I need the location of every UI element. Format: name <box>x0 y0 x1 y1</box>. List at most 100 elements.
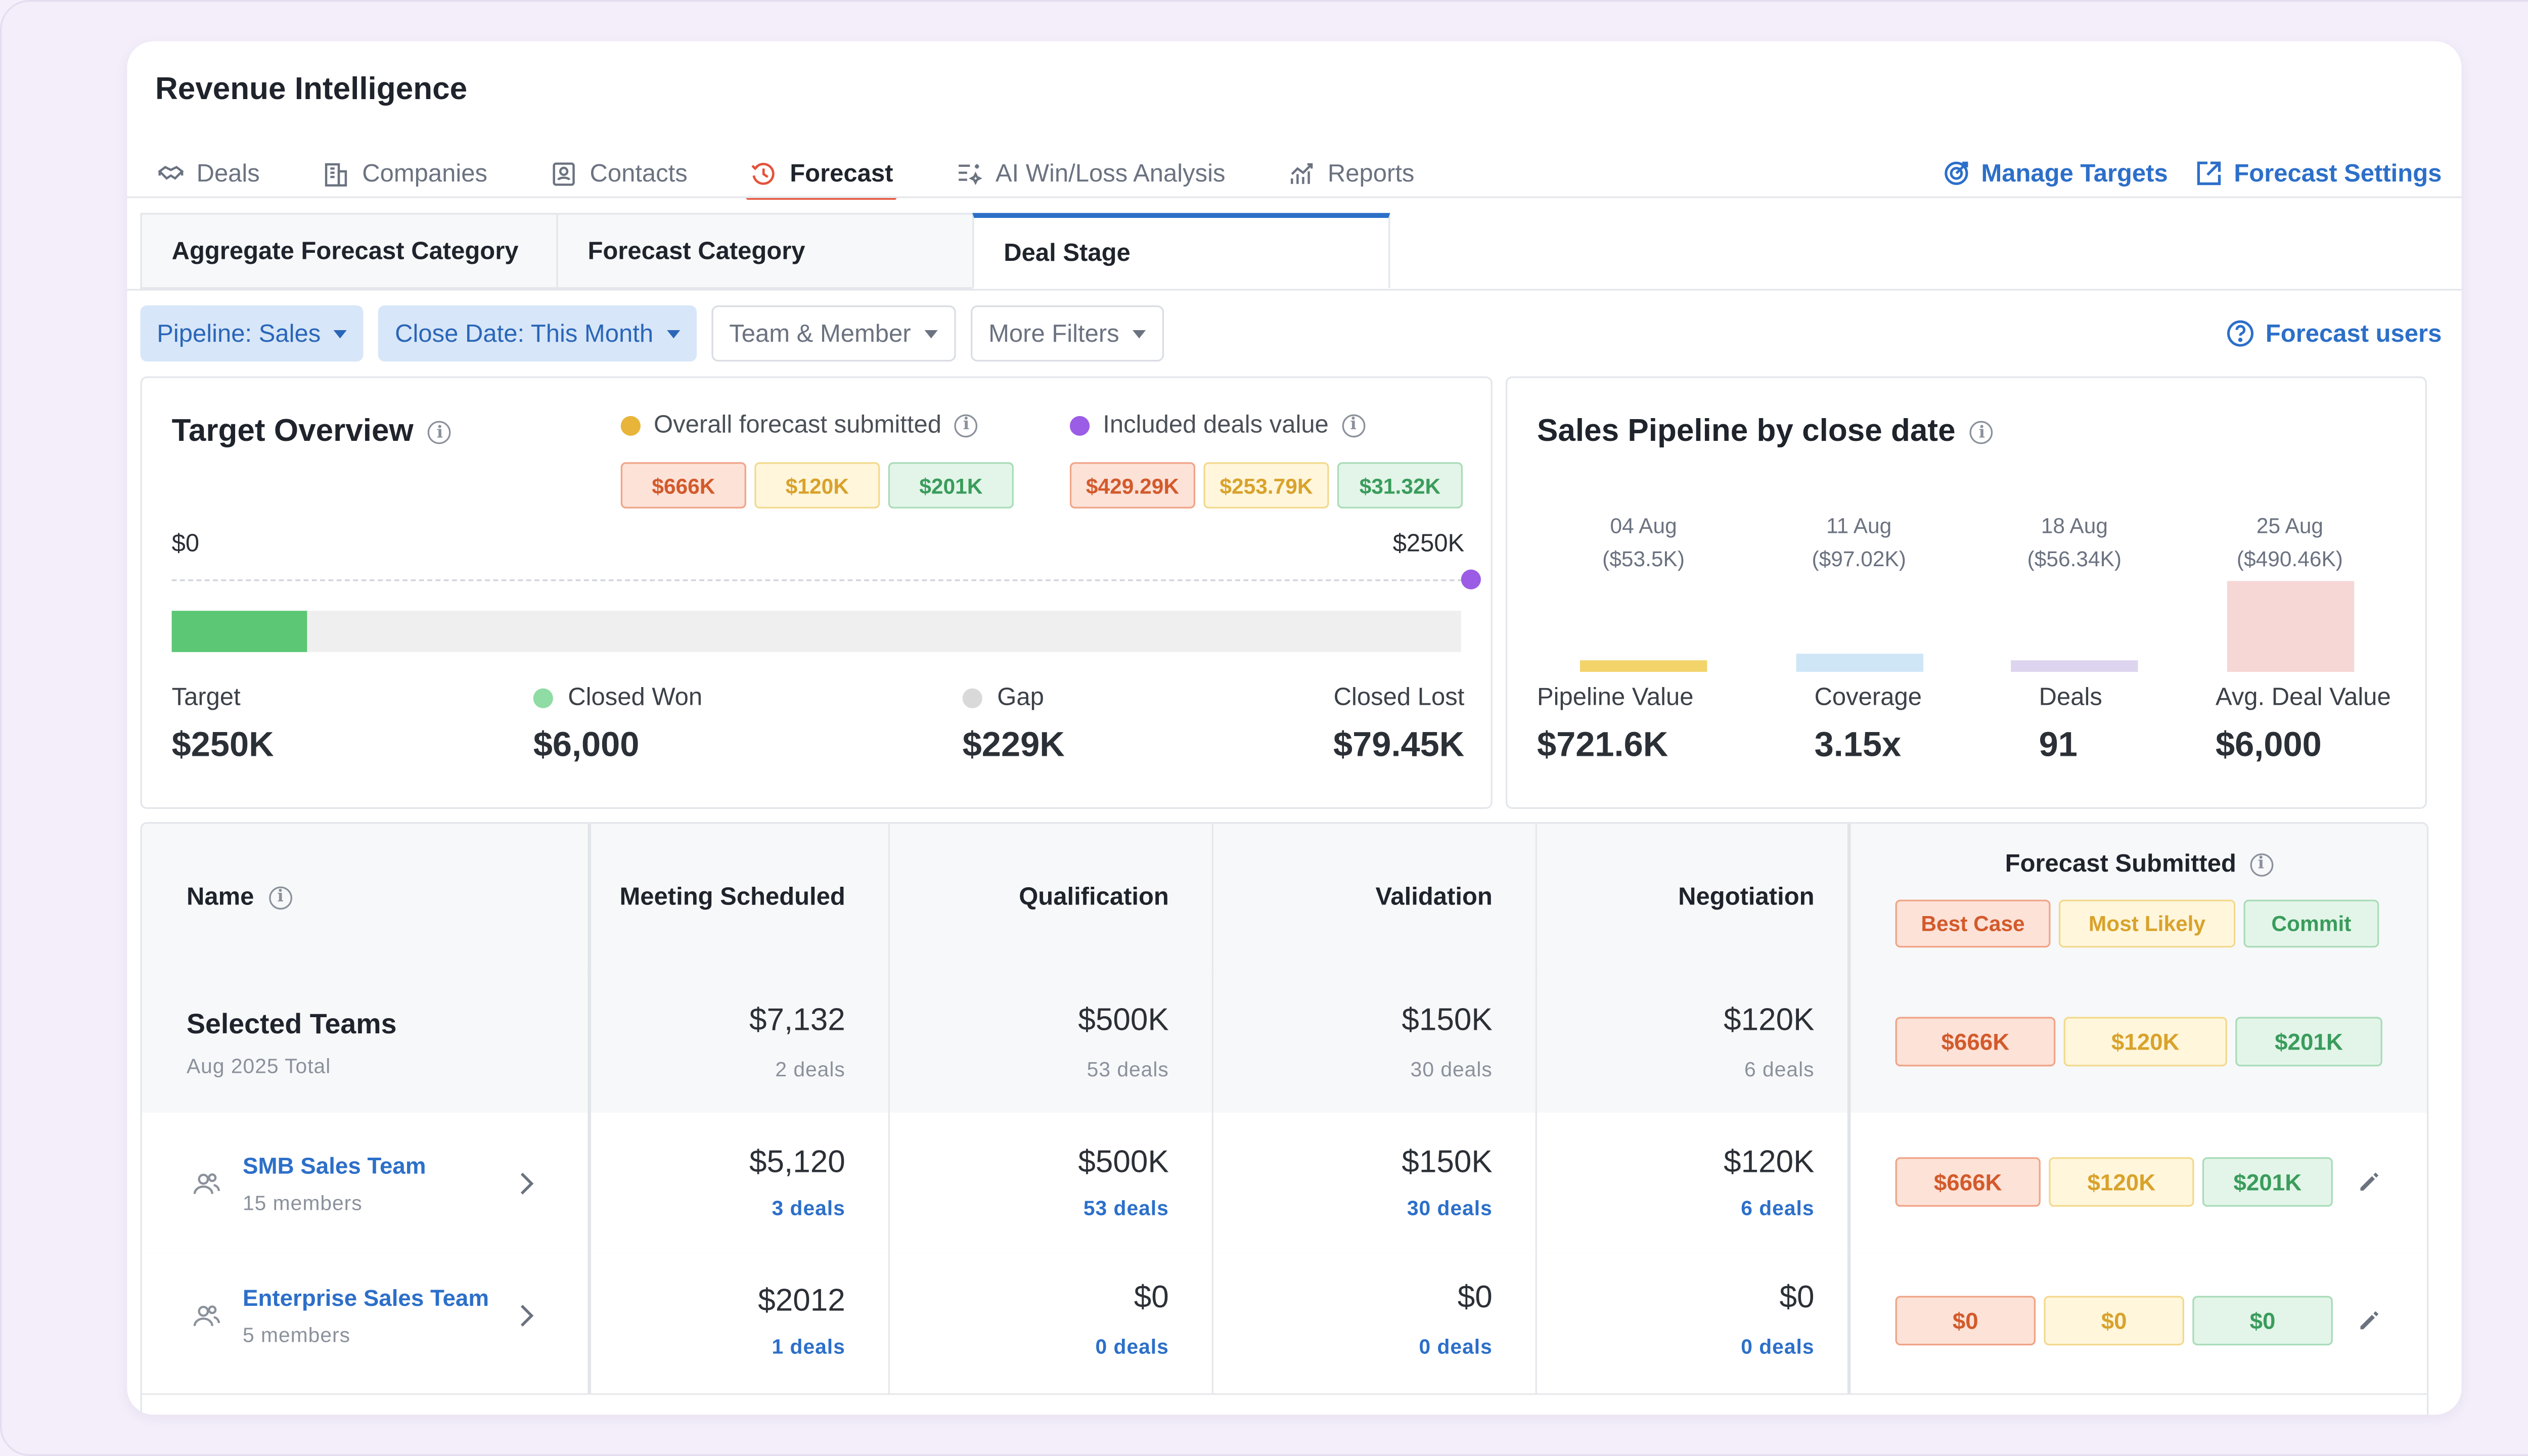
stage-deals-link[interactable]: 0 deals <box>1741 1335 1815 1359</box>
forecast-settings-link[interactable]: Forecast Settings <box>2194 158 2442 188</box>
stat-label: Closed Lost <box>1333 683 1465 712</box>
more-filters-label: More Filters <box>988 319 1119 348</box>
nav-label: Companies <box>362 159 488 188</box>
team-icon <box>193 1173 220 1194</box>
team-member-filter[interactable]: Team & Member <box>711 305 956 362</box>
scale-max: $250K <box>1392 530 1465 558</box>
team-name-link[interactable]: SMB Sales Team <box>242 1152 426 1179</box>
stage-deals-link[interactable]: 53 deals <box>1083 1197 1169 1220</box>
app-card: Revenue Intelligence Deals Companies Con… <box>127 41 2462 1415</box>
stat-value: $79.45K <box>1333 726 1465 764</box>
pipeline-bar[interactable] <box>2011 660 2138 672</box>
table-cell: $500K 53 deals <box>890 1112 1213 1253</box>
total-name: Selected Teams <box>186 1009 397 1040</box>
stat-closed-won: Closed Won $6,000 <box>533 684 702 766</box>
forecast-cell: $666K $120K $201K <box>1850 972 2427 1113</box>
tab-aggregate-forecast-category[interactable]: Aggregate Forecast Category <box>140 213 558 289</box>
target-overview-title: Target Overview i <box>172 415 452 451</box>
stat-value: $6,000 <box>533 726 640 764</box>
stat-label: Closed Won <box>568 683 703 712</box>
team-name-cell[interactable]: Enterprise Sales Team 5 members <box>142 1253 591 1393</box>
tab-forecast-category[interactable]: Forecast Category <box>556 213 974 289</box>
stage-deals-link[interactable]: 0 deals <box>1095 1335 1169 1359</box>
info-icon[interactable]: i <box>1970 421 1994 444</box>
chevron-right-icon[interactable] <box>518 1304 535 1328</box>
pipeline-filter-label: Pipeline: Sales <box>157 319 321 348</box>
stage-deals-link[interactable]: 30 deals <box>1407 1197 1493 1220</box>
edit-pencil-icon[interactable] <box>2358 1170 2381 1194</box>
forecast-settings-label: Forecast Settings <box>2234 159 2442 188</box>
chip-commit: $201K <box>888 462 1014 509</box>
stat-value: $721.6K <box>1537 726 1668 764</box>
info-icon[interactable]: i <box>428 421 452 444</box>
pipeline-bar[interactable] <box>2226 581 2354 672</box>
manage-targets-link[interactable]: Manage Targets <box>1942 158 2168 188</box>
best-case-chip[interactable]: $666K <box>1895 1157 2041 1207</box>
header-qualification: Qualification <box>1019 883 1169 912</box>
table-cell: $0 0 deals <box>1537 1253 1851 1393</box>
nav-deals[interactable]: Deals <box>154 150 263 196</box>
edit-pencil-icon[interactable] <box>2358 1309 2381 1332</box>
info-icon[interactable]: i <box>955 413 978 437</box>
stage-value: $120K <box>1724 1004 1815 1038</box>
submitted-chips: $666K $120K $201K <box>620 462 1014 509</box>
commit-chip[interactable]: $201K <box>2202 1157 2333 1207</box>
header-stage-cell: Qualification <box>890 824 1213 973</box>
stat-coverage: Coverage 3.15x <box>1815 684 1922 766</box>
table-row: SMB Sales Team 15 members $5,120 3 deals… <box>142 1112 2427 1255</box>
gray-dot-icon <box>962 687 982 708</box>
chart-trend-icon <box>1291 162 1313 184</box>
stage-deals-link[interactable]: 3 deals <box>772 1197 845 1220</box>
chip-commit: $31.32K <box>1337 462 1463 509</box>
forecast-clock-icon <box>752 162 776 184</box>
forecast-users-link[interactable]: Forecast users <box>2226 318 2442 348</box>
forecast-cell: $666K $120K $201K <box>1850 1113 2427 1253</box>
stat-value: 3.15x <box>1814 726 1902 764</box>
sales-pipeline-panel: Sales Pipeline by close date i 04 Aug ($5… <box>1505 376 2427 809</box>
most-likely-chip[interactable]: $120K <box>2049 1157 2194 1207</box>
stage-deals-link[interactable]: 0 deals <box>1419 1335 1493 1359</box>
nav-label: AI Win/Loss Analysis <box>995 159 1226 188</box>
nav-reports[interactable]: Reports <box>1285 150 1418 196</box>
pipeline-bar[interactable] <box>1795 654 1923 672</box>
nav-companies[interactable]: Companies <box>319 150 490 196</box>
stage-value: $120K <box>1724 1146 1815 1180</box>
info-icon[interactable]: i <box>268 885 292 909</box>
commit-chip[interactable]: $0 <box>2192 1296 2333 1346</box>
nav-ai-win-loss[interactable]: AI Win/Loss Analysis <box>953 150 1229 196</box>
team-name-cell[interactable]: SMB Sales Team 15 members <box>142 1112 591 1253</box>
info-icon[interactable]: i <box>2249 852 2273 876</box>
stat-avg-deal-value: Avg. Deal Value $6,000 <box>2216 684 2391 766</box>
bar-date-label: 04 Aug <box>1610 513 1677 538</box>
more-filters-button[interactable]: More Filters <box>970 305 1164 362</box>
info-icon[interactable]: i <box>1341 413 1365 437</box>
stage-deals-link[interactable]: 1 deals <box>772 1335 845 1359</box>
team-filter-label: Team & Member <box>729 319 911 348</box>
stage-deals-link[interactable]: 6 deals <box>1741 1197 1815 1220</box>
stage-value: $2012 <box>758 1284 845 1319</box>
stat-label: Coverage <box>1814 683 1922 712</box>
most-likely-chip[interactable]: $0 <box>2044 1296 2184 1346</box>
team-name-link[interactable]: Enterprise Sales Team <box>242 1284 489 1311</box>
total-name-cell: Selected Teams Aug 2025 Total <box>142 972 591 1113</box>
tab-deal-stage[interactable]: Deal Stage <box>972 213 1390 289</box>
bar-date-label: 11 Aug <box>1826 513 1892 538</box>
pipeline-filter[interactable]: Pipeline: Sales <box>140 305 364 362</box>
yellow-dot-icon <box>620 415 641 435</box>
commit-header-chip: Commit <box>2243 899 2379 948</box>
best-case-chip[interactable]: $0 <box>1895 1296 2036 1346</box>
chevron-right-icon[interactable] <box>518 1172 535 1195</box>
table-cell: $2012 1 deals <box>591 1253 890 1393</box>
table-cell: $7,132 2 deals <box>591 972 890 1113</box>
contact-card-icon <box>553 161 575 185</box>
bar-value-label: ($56.34K) <box>2027 546 2122 571</box>
table-cell: $150K 30 deals <box>1213 1112 1537 1253</box>
header-negotiation: Negotiation <box>1678 883 1815 912</box>
target-overview-title-text: Target Overview <box>171 414 414 449</box>
pipeline-bar[interactable] <box>1579 660 1707 672</box>
table-cell: $120K 6 deals <box>1537 1112 1851 1253</box>
close-date-filter[interactable]: Close Date: This Month <box>378 305 696 362</box>
table-cell: $0 0 deals <box>890 1253 1213 1393</box>
nav-contacts[interactable]: Contacts <box>547 150 691 196</box>
nav-forecast[interactable]: Forecast <box>747 150 896 200</box>
